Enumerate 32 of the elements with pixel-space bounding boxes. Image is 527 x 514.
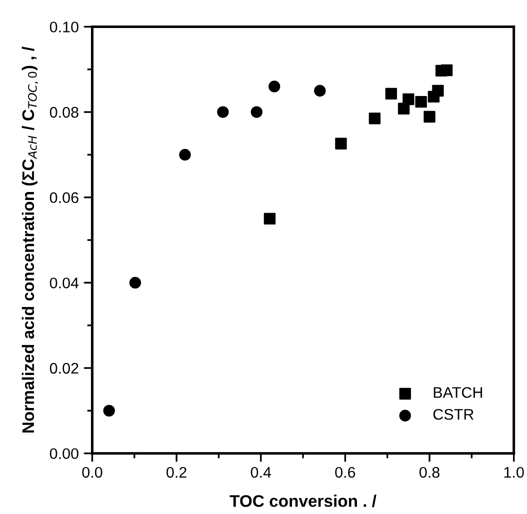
point xyxy=(335,138,347,150)
point xyxy=(402,93,414,106)
x-tick-label: 1.0 xyxy=(504,466,524,478)
x-tick-label: 0.4 xyxy=(250,466,272,478)
x-tick-label: 0.0 xyxy=(82,466,102,478)
point xyxy=(268,80,280,92)
point xyxy=(179,148,191,161)
point xyxy=(103,404,115,417)
y-tick-label: 0.08 xyxy=(50,106,78,118)
point xyxy=(415,96,427,108)
x-tick-label: 0.8 xyxy=(419,466,440,478)
y-tick-label: 0.06 xyxy=(50,192,78,204)
y-axis-title: Normalized acid concentration (ΣC$_{AcH}$ / C$_{TOC,0}$) , / xyxy=(22,46,38,433)
point xyxy=(368,112,381,124)
point xyxy=(385,88,397,100)
y-tick-label: 0.04 xyxy=(50,278,79,288)
y-tick-label: 0.00 xyxy=(50,448,78,460)
point xyxy=(440,64,453,76)
legend-label: BATCH xyxy=(434,387,482,398)
point xyxy=(424,110,436,123)
y-tick-label: 0.10 xyxy=(50,22,78,32)
x-axis-title: TOC conversion . / xyxy=(230,494,376,508)
point xyxy=(129,276,142,289)
x-tick-label: 0.6 xyxy=(335,466,356,478)
point xyxy=(217,106,229,118)
x-tick-label: 0.2 xyxy=(166,466,186,478)
legend-label: CSTR xyxy=(433,408,474,420)
y-tick-label: 0.02 xyxy=(50,362,78,374)
point xyxy=(250,106,262,118)
point xyxy=(264,212,276,225)
point xyxy=(314,84,326,97)
point xyxy=(432,84,444,97)
